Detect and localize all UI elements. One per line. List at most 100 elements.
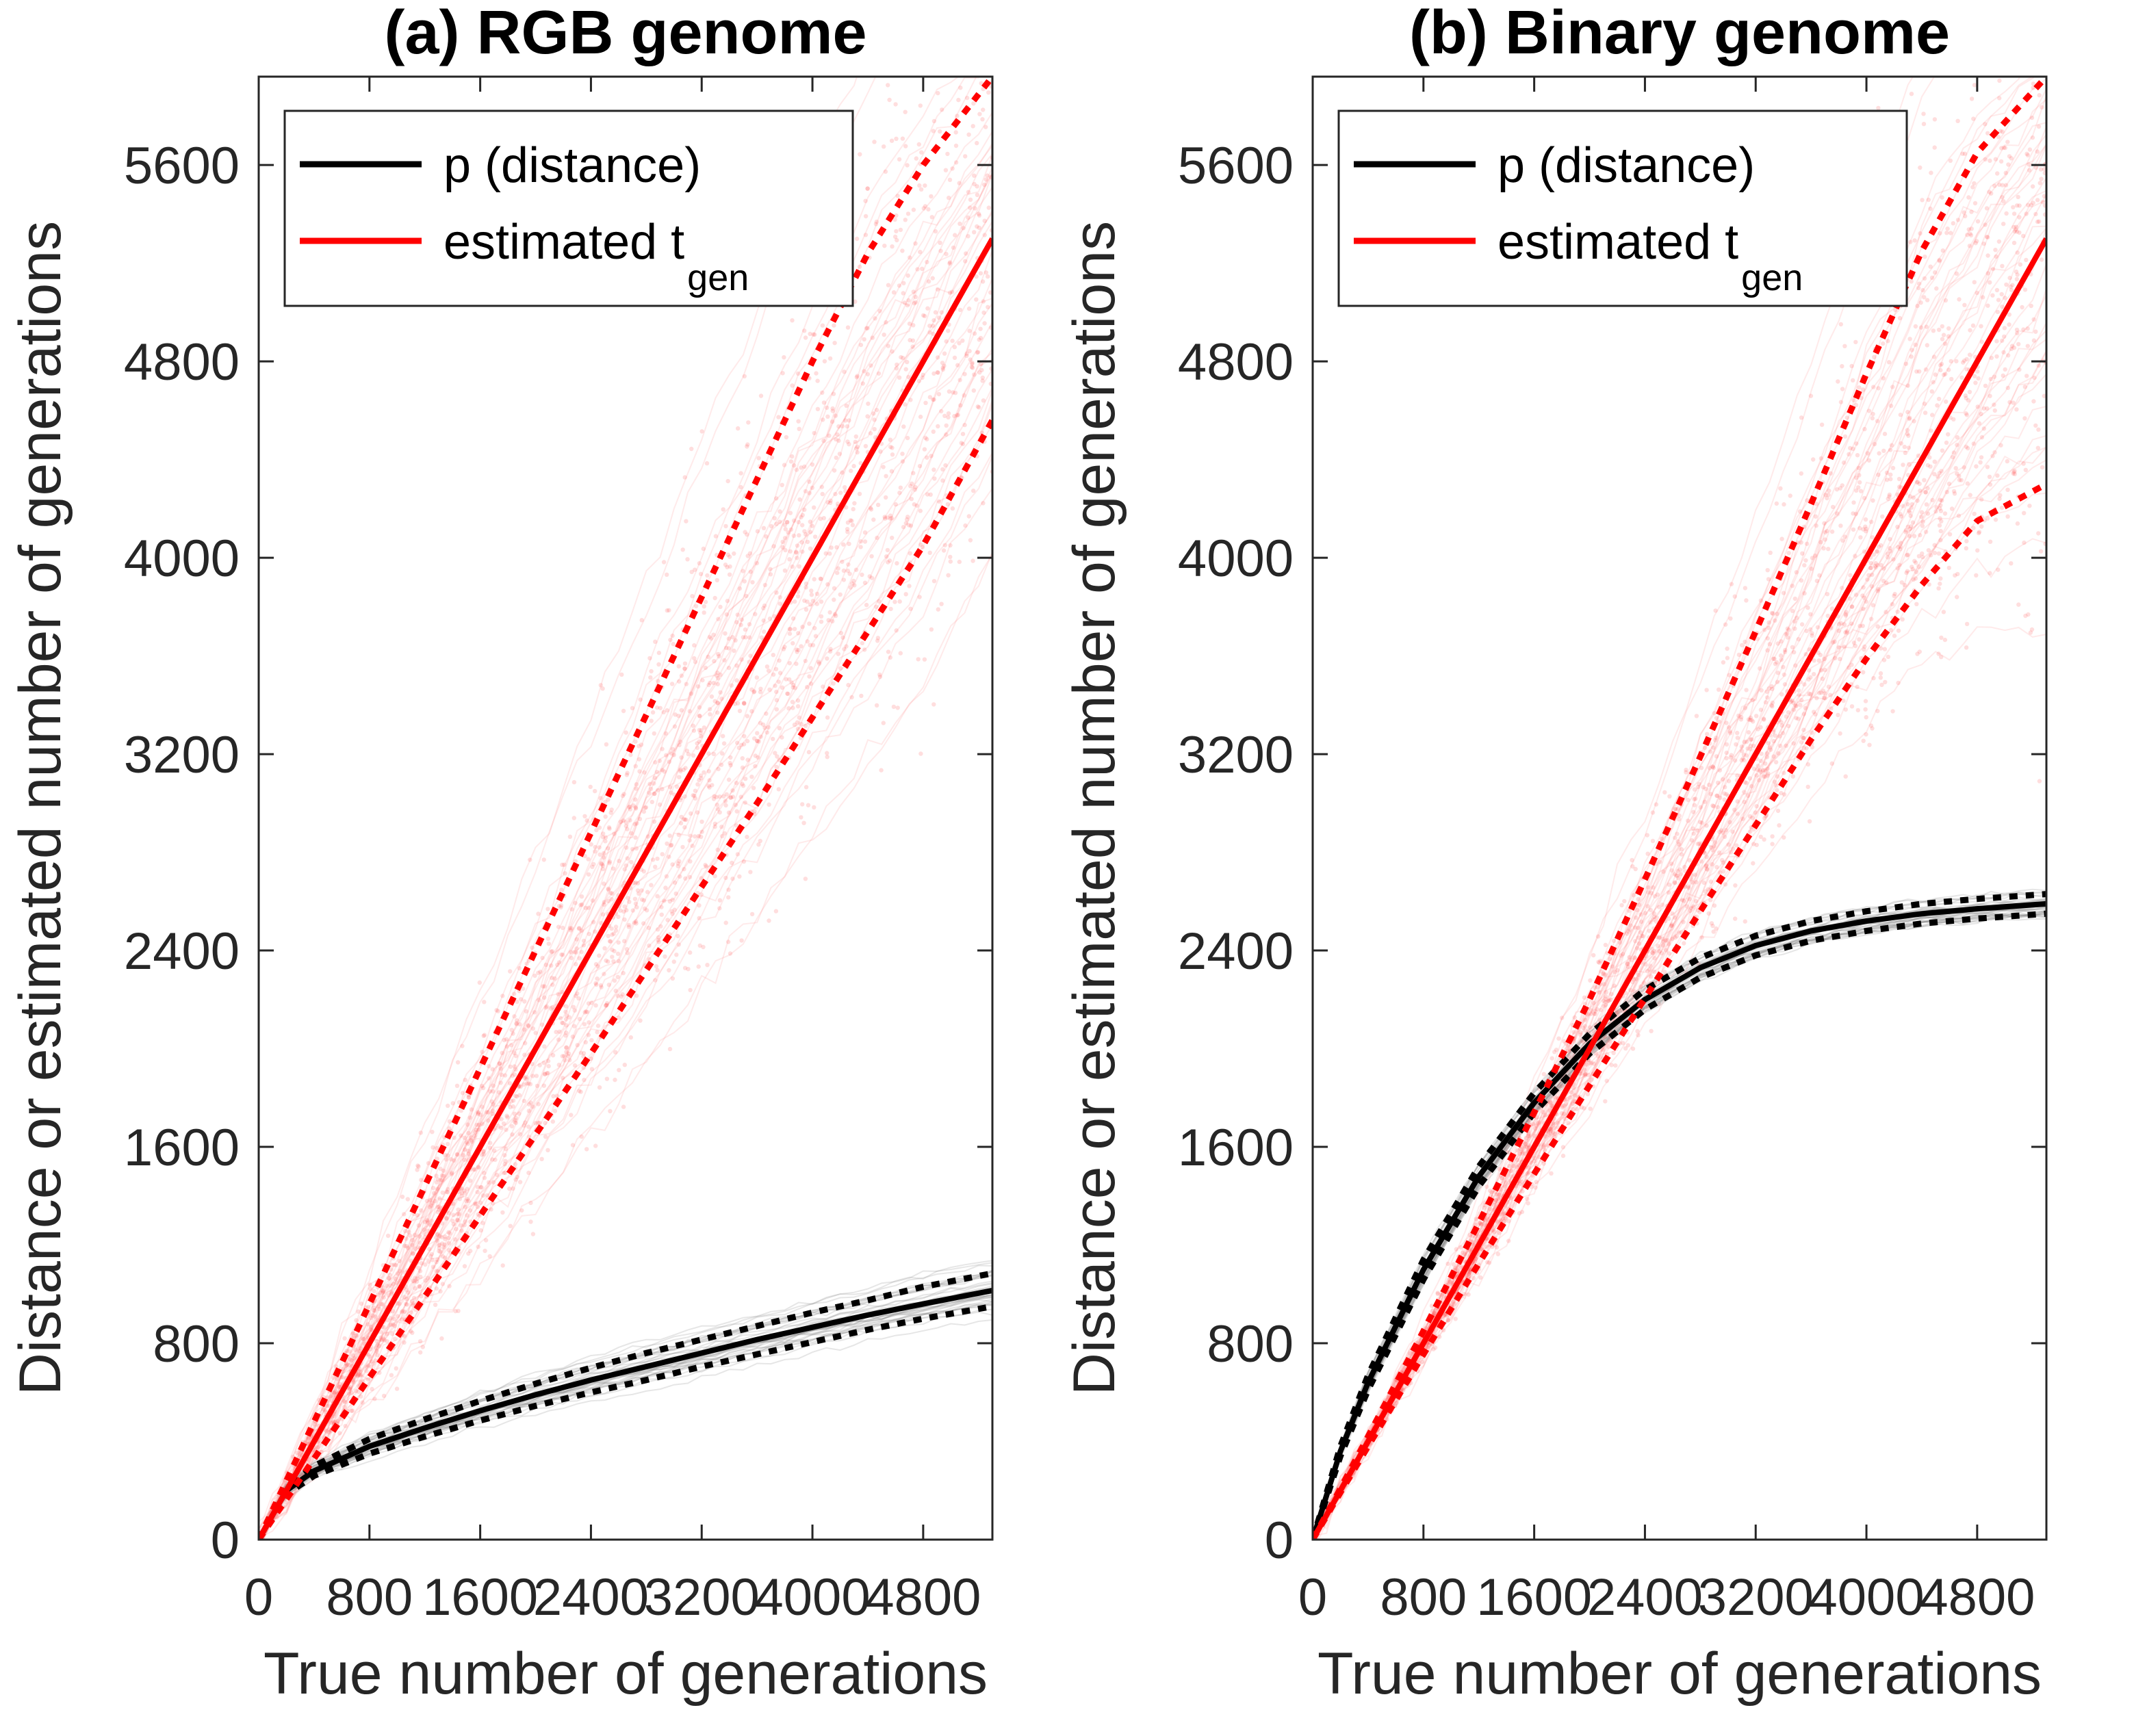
red-sim-point — [1762, 774, 1766, 779]
red-sim-point — [2033, 329, 2038, 334]
red-sim-point — [858, 461, 863, 466]
red-sim-point — [424, 1217, 430, 1222]
red-sim-point — [1976, 530, 1981, 536]
red-sim-point — [638, 697, 643, 702]
red-sim-point — [497, 1061, 502, 1066]
red-sim-point — [2014, 203, 2020, 208]
red-sim-point — [486, 1118, 491, 1123]
red-sim-point — [1849, 363, 1854, 369]
red-sim-point — [583, 1009, 589, 1014]
red-sim-point — [788, 549, 793, 554]
y-tick-label: 0 — [211, 1512, 240, 1570]
red-sim-point — [329, 1399, 335, 1403]
red-sim-point — [1591, 953, 1596, 958]
red-sim-point — [1611, 1050, 1616, 1056]
red-sim-point — [1962, 465, 1966, 470]
red-sim-point — [1595, 934, 1601, 939]
red-sim-point — [608, 890, 613, 896]
red-sim-point — [1713, 608, 1718, 613]
red-sim-point — [960, 432, 966, 437]
red-sim-point — [518, 1084, 523, 1089]
red-sim-point — [1844, 415, 1849, 420]
red-sim-point — [1717, 768, 1723, 773]
red-sim-point — [2027, 504, 2032, 508]
red-sim-point — [1725, 656, 1730, 660]
red-sim-point — [657, 802, 663, 807]
red-sim-point — [716, 766, 721, 772]
red-sim-point — [826, 618, 831, 623]
red-sim-point — [312, 1422, 318, 1427]
red-sim-point — [808, 602, 813, 607]
red-sim-point — [1873, 561, 1878, 566]
red-sim-point — [972, 181, 977, 187]
red-sim-point — [438, 1289, 443, 1294]
red-sim-point — [971, 388, 977, 393]
red-sim-point — [663, 885, 668, 890]
red-sim-point — [485, 1110, 489, 1115]
red-sim-point — [1951, 221, 1955, 226]
red-sim-point — [374, 1349, 379, 1354]
red-sim-point — [741, 635, 746, 640]
red-sim-point — [715, 700, 720, 705]
red-sim-point — [977, 112, 982, 116]
red-sim-point — [819, 619, 824, 624]
red-sim-point — [847, 541, 851, 546]
red-sim-point — [1730, 829, 1735, 834]
red-sim-point — [513, 1177, 518, 1182]
red-sim-point — [482, 1171, 487, 1176]
red-sim-point — [873, 435, 878, 440]
red-sim-point — [1467, 1268, 1472, 1273]
red-sim-point — [1630, 1046, 1636, 1051]
red-sim-point — [945, 151, 950, 157]
red-sim-point — [1907, 508, 1912, 513]
red-sim-point — [946, 411, 951, 416]
red-sim-point — [1620, 951, 1625, 957]
red-sim-point — [1748, 737, 1753, 742]
red-sim-point — [717, 653, 721, 659]
red-sim-point — [1921, 122, 1927, 127]
red-sim-point — [454, 1227, 459, 1232]
red-sim-point — [1954, 271, 1959, 276]
red-sim-point — [652, 731, 656, 736]
red-sim-point — [1727, 673, 1732, 677]
red-sim-point — [827, 356, 833, 361]
red-sim-point — [482, 1000, 487, 1005]
red-sim-point — [611, 931, 616, 936]
red-sim-point — [607, 826, 612, 831]
red-sim-point — [530, 945, 535, 950]
red-sim-point — [1602, 1004, 1606, 1009]
red-sim-point — [583, 1040, 588, 1045]
red-sim-point — [689, 569, 694, 574]
red-sim-point — [606, 983, 611, 987]
red-sim-point — [1679, 852, 1684, 857]
red-sim-point — [1530, 1122, 1536, 1127]
red-sim-point — [715, 807, 720, 812]
red-sim-trajectory — [260, 488, 992, 1540]
red-sim-point — [503, 1147, 509, 1152]
red-sim-point — [389, 1373, 394, 1377]
red-sim-point — [1972, 280, 1977, 285]
red-sim-point — [627, 805, 632, 809]
red-sim-point — [647, 957, 652, 962]
red-sim-point — [434, 1260, 439, 1265]
red-sim-point — [1651, 917, 1656, 922]
red-sim-point — [1821, 695, 1827, 701]
red-sim-point — [417, 1284, 422, 1289]
red-sim-point — [957, 181, 962, 185]
red-sim-point — [425, 1219, 430, 1223]
red-sim-point — [612, 948, 617, 954]
red-sim-point — [508, 1223, 513, 1228]
red-sim-point — [1793, 703, 1798, 708]
red-sim-point — [579, 894, 584, 899]
red-sim-point — [1984, 235, 1990, 239]
red-sim-point — [1755, 767, 1760, 772]
red-sim-point — [478, 1185, 483, 1190]
red-sim-point — [368, 1324, 374, 1330]
red-sim-point — [2001, 222, 2006, 226]
red-sim-point — [388, 1316, 393, 1321]
red-sim-point — [747, 551, 753, 556]
red-sim-point — [376, 1306, 381, 1312]
red-sim-point — [2029, 203, 2034, 208]
red-sim-point — [356, 1389, 361, 1395]
red-sim-point — [437, 1204, 441, 1209]
